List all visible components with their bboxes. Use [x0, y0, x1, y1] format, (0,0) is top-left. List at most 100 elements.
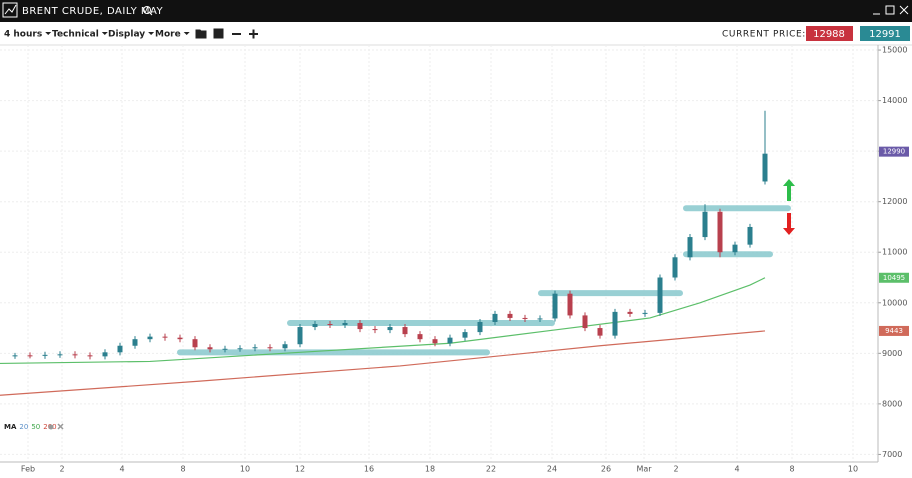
candle-body	[147, 336, 153, 340]
x-tick-label: 24	[547, 465, 557, 474]
sell-arrow	[783, 213, 795, 235]
price-tag-label: 9443	[885, 327, 903, 335]
y-tick-label: 11000	[882, 248, 907, 257]
x-tick-label: 2	[59, 465, 64, 474]
candle-body	[312, 324, 318, 328]
y-tick-label: 12000	[882, 197, 907, 206]
candle-body	[402, 327, 408, 335]
candle-body	[387, 327, 393, 331]
candle-body	[627, 311, 633, 314]
x-tick-label: 22	[486, 465, 496, 474]
candle-body	[462, 332, 468, 338]
candle-body	[747, 226, 753, 245]
remove-icon[interactable]	[57, 423, 64, 430]
candle-body	[432, 339, 438, 344]
menu-item[interactable]: Technical	[52, 30, 99, 40]
candle-body	[717, 211, 723, 253]
zoom-in-icon[interactable]	[249, 29, 258, 39]
y-tick-label: 15000	[882, 46, 907, 55]
x-tick-label: 16	[364, 465, 374, 474]
candle-body	[12, 355, 18, 357]
price-tag	[879, 272, 909, 283]
candle-body	[207, 347, 213, 350]
candle-body	[537, 318, 543, 320]
menu-caret	[183, 32, 190, 35]
candle-body	[222, 348, 228, 350]
candle-body	[597, 328, 603, 336]
close-icon[interactable]	[899, 5, 909, 15]
candle-body	[132, 339, 138, 346]
x-tick-label: 18	[425, 465, 435, 474]
candle-body	[72, 354, 78, 356]
candle-body	[192, 339, 198, 348]
candle-body	[27, 355, 33, 357]
buy-arrow	[783, 179, 795, 201]
x-tick-label: 2	[673, 465, 678, 474]
toolbar	[0, 22, 912, 45]
y-tick-label: 10000	[882, 298, 907, 307]
candle-body	[117, 345, 123, 353]
indicator-name: MA	[4, 423, 17, 431]
candle-body	[87, 355, 93, 357]
file-icons	[195, 28, 258, 39]
candle-body	[162, 336, 168, 338]
menu-caret	[101, 32, 108, 35]
menu-item[interactable]: 4 hours	[4, 30, 42, 40]
candle-body	[447, 337, 453, 344]
candle-body	[582, 315, 588, 329]
y-tick-label: 8000	[882, 399, 902, 408]
ask-box[interactable]	[860, 26, 910, 41]
last-price-label: 12990	[883, 148, 905, 156]
ma-line	[0, 277, 766, 365]
candle-body	[477, 321, 483, 333]
candle-body	[522, 317, 528, 319]
last-price-tag	[879, 146, 909, 157]
y-tick-label: 9000	[882, 349, 902, 358]
open-icon[interactable]	[195, 29, 207, 39]
candle-body	[57, 354, 63, 356]
candle-body	[357, 323, 363, 330]
candle-body	[492, 313, 498, 322]
settings-icon[interactable]	[48, 424, 54, 430]
instrument-title: BRENT CRUDE, DAILY MAY	[22, 6, 164, 17]
candle-body	[762, 153, 768, 182]
bid-box[interactable]	[806, 26, 853, 41]
menu-item[interactable]: Display	[108, 30, 145, 40]
price-tag-label: 10495	[883, 274, 905, 282]
x-tick-label: Feb	[21, 465, 35, 474]
candle-body	[282, 344, 288, 349]
candle-body	[732, 244, 738, 253]
candle-body	[237, 348, 243, 350]
price-tag	[879, 325, 909, 336]
candle-body	[252, 347, 258, 349]
y-tick-label: 14000	[882, 96, 907, 105]
candle-body	[102, 352, 108, 357]
x-tick-label: 4	[734, 465, 739, 474]
menu-caret	[45, 32, 52, 35]
menu-caret	[148, 32, 155, 35]
candle-body	[297, 327, 303, 345]
x-tick-label: 12	[295, 465, 305, 474]
search-icon-handle	[149, 12, 153, 16]
x-tick-label: 8	[180, 465, 185, 474]
search-icon[interactable]	[143, 6, 151, 14]
x-tick-label: 10	[848, 465, 858, 474]
candle-body	[552, 293, 558, 319]
candle-body	[672, 257, 678, 278]
candle-body	[267, 347, 273, 349]
ma-line	[0, 330, 766, 396]
maximize-icon[interactable]	[885, 5, 895, 15]
candle-body	[702, 211, 708, 238]
app-icon	[2, 2, 18, 18]
menu-item[interactable]: More	[155, 30, 181, 40]
candle-body	[372, 329, 378, 331]
indicator-period: 20	[19, 423, 28, 431]
candle-body	[687, 237, 693, 258]
current-price-label: CURRENT PRICE:	[722, 30, 806, 40]
candle-body	[342, 323, 348, 326]
save-icon[interactable]	[213, 28, 224, 39]
y-tick-label: 7000	[882, 450, 902, 459]
x-tick-label: 26	[601, 465, 611, 474]
